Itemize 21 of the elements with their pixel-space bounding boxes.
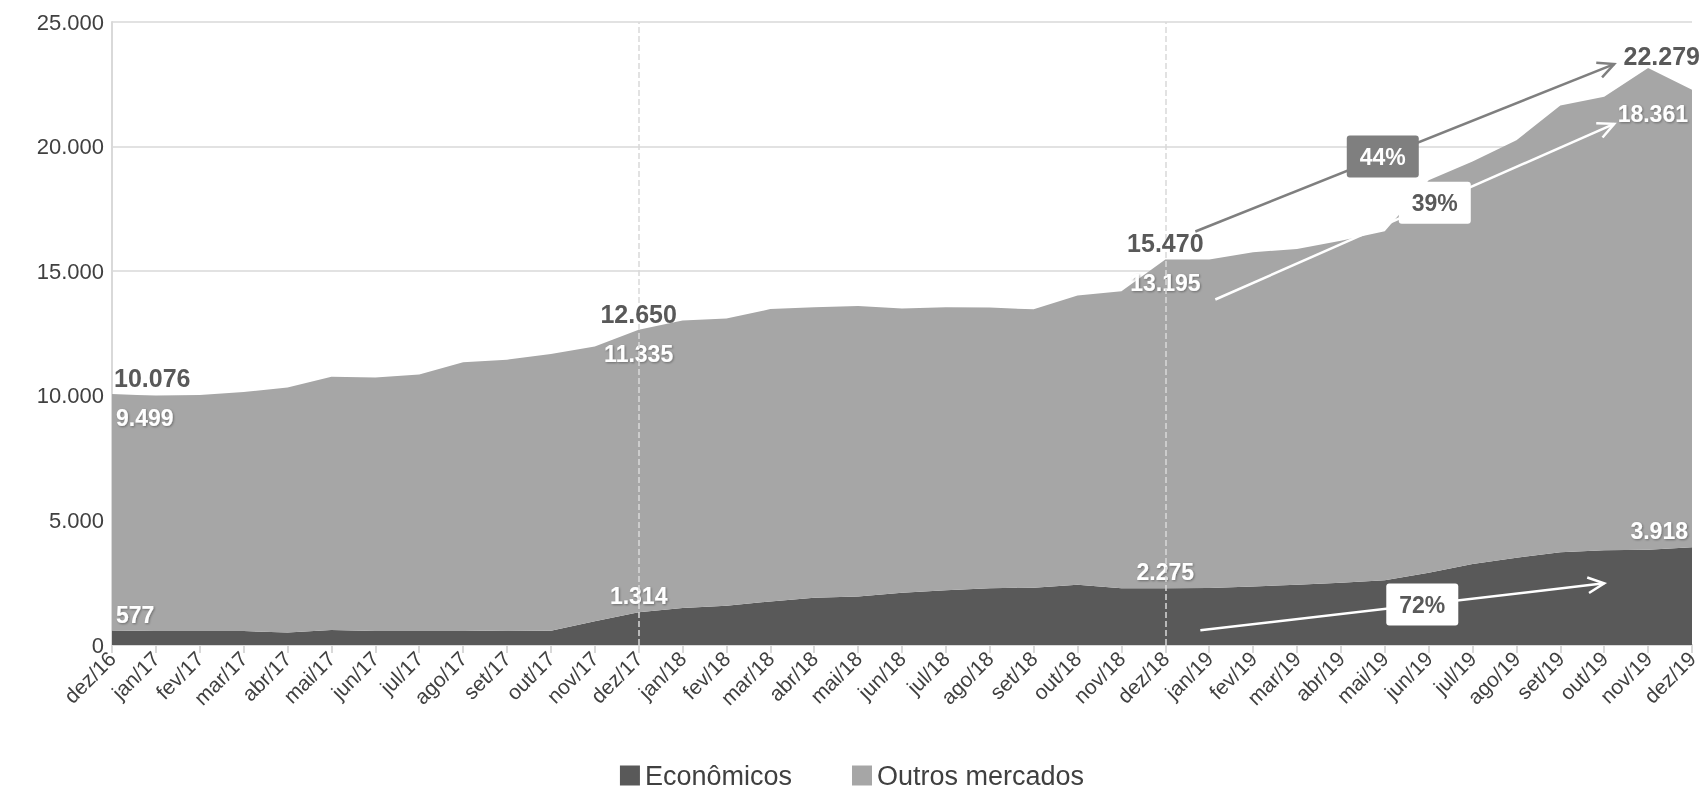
y-tick-label: 25.000 — [36, 9, 104, 35]
data-label: 3.918 — [1630, 518, 1689, 545]
total-label: 10.076 — [114, 363, 191, 392]
legend-label: Econômicos — [644, 760, 793, 791]
data-label: 18.361 — [1617, 100, 1689, 127]
y-tick-label: 20.000 — [36, 134, 104, 160]
annotation: 72% — [1399, 591, 1446, 618]
data-label: 9.499 — [116, 404, 174, 431]
y-tick-label: 15.000 — [36, 258, 104, 284]
data-label: 1.314 — [609, 583, 668, 610]
annotation: 44% — [1359, 143, 1406, 170]
data-label: 11.335 — [604, 340, 674, 367]
y-tick-label: 5.000 — [48, 507, 104, 533]
total-label: 22.279 — [1623, 42, 1700, 71]
total-label: 12.650 — [600, 299, 677, 328]
y-tick-label: 10.000 — [36, 383, 104, 409]
legend-label: Outros mercados — [876, 760, 1085, 791]
data-label: 577 — [116, 601, 155, 628]
annotation: 39% — [1411, 189, 1458, 216]
total-label: 15.470 — [1127, 229, 1204, 258]
data-label: 2.275 — [1136, 559, 1195, 586]
